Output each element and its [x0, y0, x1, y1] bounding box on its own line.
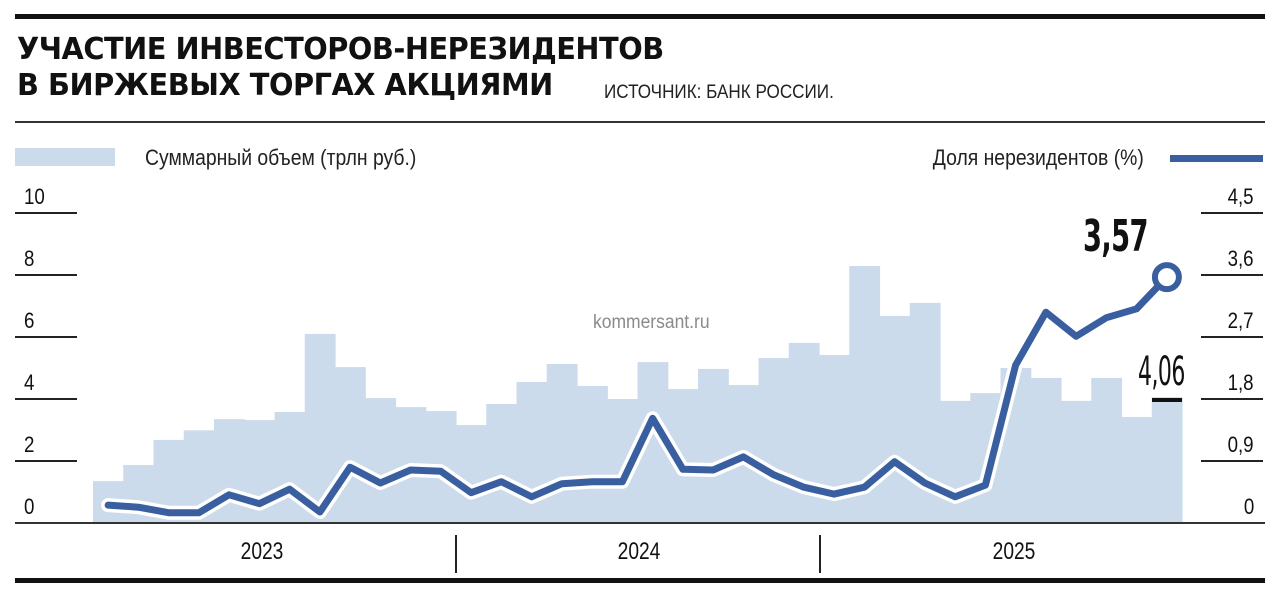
legend-bar-label: Суммарный объем (трлн руб.): [145, 145, 417, 170]
last-share-annotation: 3,57: [1083, 211, 1148, 262]
header-divider: [15, 121, 1265, 123]
right-tick-line: [1201, 336, 1263, 338]
left-tick-line: [15, 336, 77, 338]
year-divider: [819, 535, 821, 573]
right-tick-line: [1201, 212, 1263, 214]
last-volume-marker: [1152, 398, 1182, 402]
volume-bar: [274, 412, 306, 523]
year-label-2025: 2025: [992, 538, 1036, 565]
year-divider: [455, 535, 457, 573]
x-axis-baseline: [15, 522, 1265, 524]
volume-bar: [577, 385, 608, 523]
volume-bar: [1091, 377, 1123, 523]
last-volume-annotation: 4,06: [1138, 349, 1185, 395]
left-tick-line: [15, 398, 77, 400]
legend-line-swatch: [1170, 155, 1263, 162]
volume-bar: [365, 398, 397, 523]
left-tick-label: 10: [24, 184, 45, 209]
volume-bar: [1061, 400, 1092, 523]
right-tick-line: [1201, 274, 1263, 276]
share-line: [104, 273, 1171, 517]
chart-title: УЧАСТИЕ ИНВЕСТОРОВ-НЕРЕЗИДЕНТОВ В БИРЖЕВ…: [17, 32, 664, 104]
right-tick-label: 0: [1243, 494, 1254, 519]
legend-bar-swatch: [15, 148, 115, 166]
legend-line-label: Доля нерезидентов (%): [932, 145, 1144, 170]
watermark: kommersant.ru: [593, 312, 710, 333]
left-tick-line: [15, 460, 77, 462]
volume-bar: [335, 367, 366, 523]
left-tick-label: 8: [24, 246, 35, 271]
volume-bar: [546, 363, 578, 523]
volume-bar: [1151, 397, 1183, 523]
volume-bar: [1121, 416, 1153, 523]
left-tick-line: [15, 274, 77, 276]
left-tick-line: [15, 212, 77, 214]
volume-bars: [93, 266, 1183, 523]
chart-title-line1: УЧАСТИЕ ИНВЕСТОРОВ-НЕРЕЗИДЕНТОВ: [17, 32, 664, 67]
volume-bar: [758, 358, 790, 523]
left-tick-label: 4: [24, 370, 35, 395]
year-label-2024: 2024: [617, 538, 661, 565]
volume-bar: [456, 425, 487, 523]
left-tick-label: 2: [24, 432, 35, 457]
right-tick-label: 4,5: [1227, 184, 1254, 209]
right-tick-label: 3,6: [1227, 246, 1254, 271]
year-label-2023: 2023: [240, 538, 284, 565]
right-tick-label: 0,9: [1227, 432, 1254, 457]
volume-bar: [879, 315, 911, 523]
last-point-marker: [1151, 262, 1182, 293]
volume-bar: [698, 368, 729, 523]
right-tick-label: 1,8: [1227, 370, 1254, 395]
volume-bar: [940, 400, 971, 523]
source-note: ИСТОЧНИК: БАНК РОССИИ.: [604, 82, 834, 103]
volume-bar: [486, 403, 518, 523]
top-rule: [15, 14, 1265, 19]
right-tick-label: 2,7: [1227, 308, 1254, 333]
left-tick-label: 0: [24, 494, 35, 519]
right-tick-line: [1201, 398, 1263, 400]
left-tick-label: 6: [24, 308, 35, 333]
bottom-rule: [15, 578, 1265, 583]
right-tick-line: [1201, 460, 1263, 462]
chart-title-line2: В БИРЖЕВЫХ ТОРГАХ АКЦИЯМИ: [17, 68, 553, 103]
volume-bar: [1030, 377, 1062, 523]
